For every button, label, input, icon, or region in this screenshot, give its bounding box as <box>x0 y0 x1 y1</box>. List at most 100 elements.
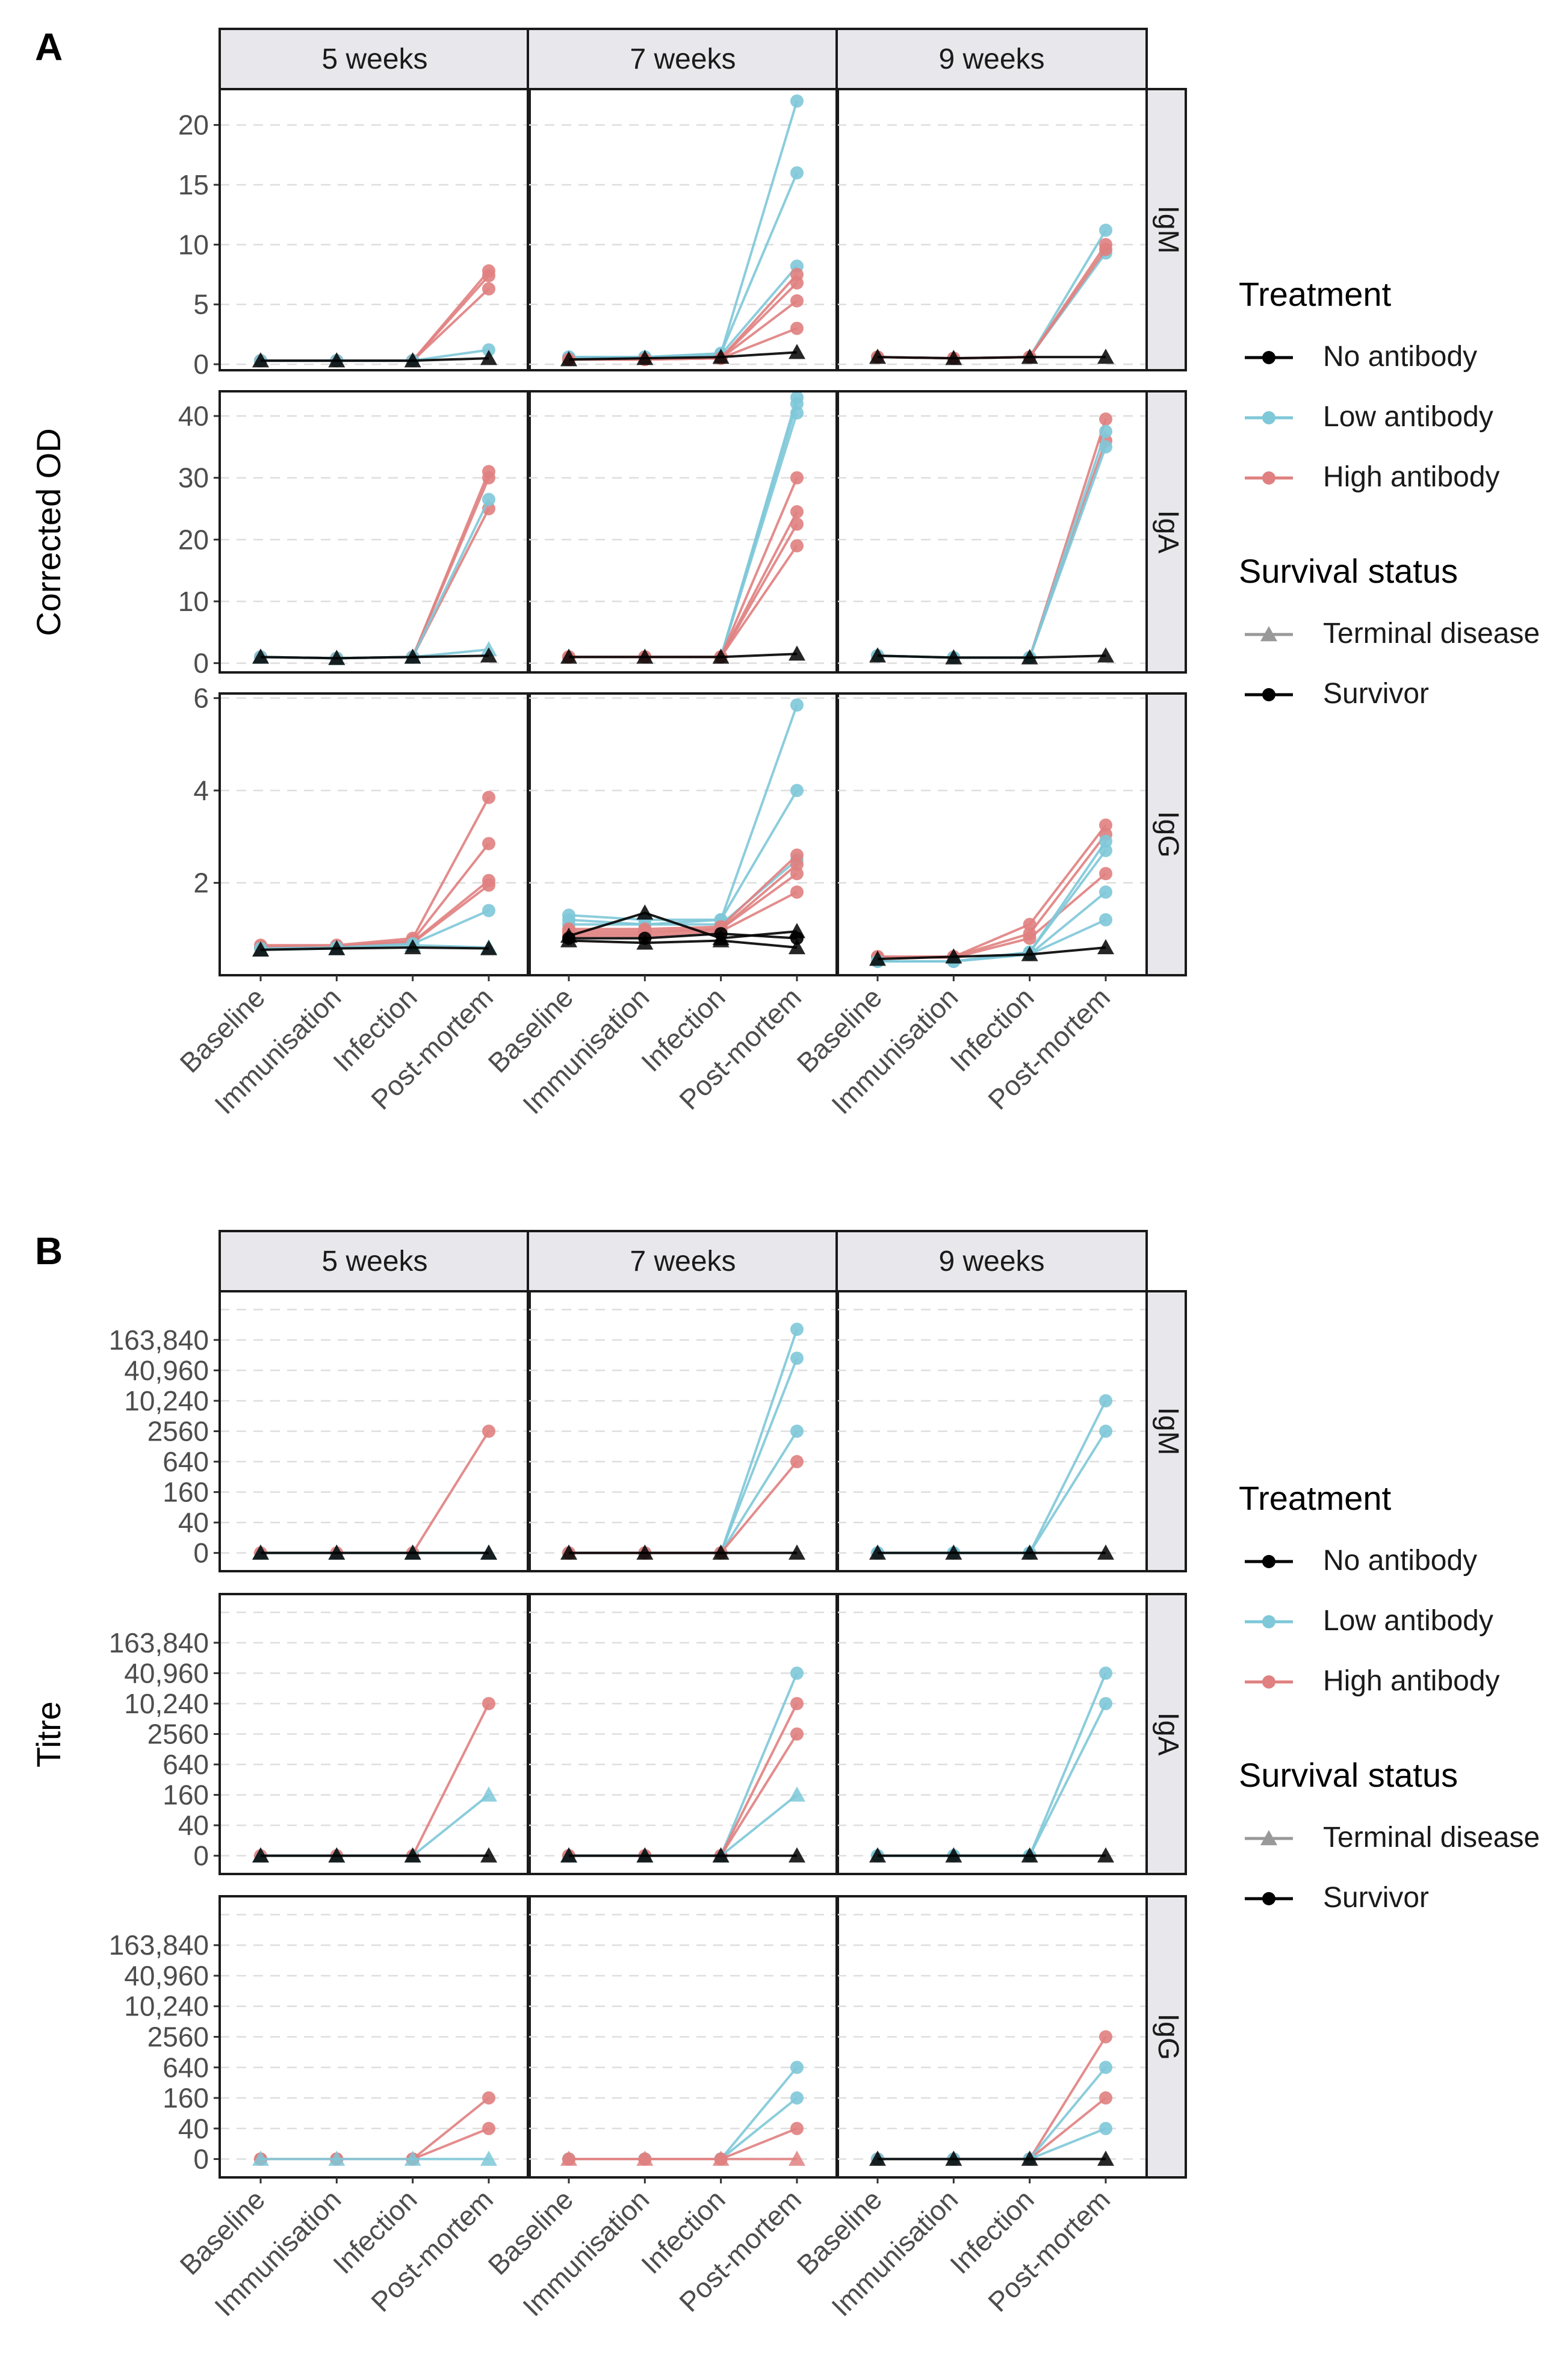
legend-marker-circle <box>1262 1615 1275 1628</box>
data-point-triangle <box>1097 647 1114 663</box>
legend-marker-circle <box>1262 1892 1275 1905</box>
data-point-circle <box>1099 885 1112 899</box>
y-tick-label: 160 <box>163 2082 209 2114</box>
facet-strip-row-label: IgG <box>1152 2014 1184 2060</box>
y-tick-label: 640 <box>163 2052 209 2083</box>
series-line <box>260 508 490 660</box>
data-point-circle <box>790 94 804 108</box>
data-point-triangle <box>636 904 654 920</box>
series-line <box>569 872 798 935</box>
data-point-triangle <box>404 352 421 368</box>
data-point-triangle <box>328 2150 346 2166</box>
facet-plot <box>218 390 531 674</box>
y-axis-title: Titre <box>29 1701 67 1767</box>
data-point-triangle <box>252 941 269 957</box>
data-point-circle <box>1099 243 1112 256</box>
data-point-triangle <box>252 1847 269 1863</box>
facet-strip-row <box>1145 1593 1187 1875</box>
data-point-triangle <box>404 1544 421 1560</box>
legend-label: No antibody <box>1323 1545 1477 1577</box>
legend-label: Survivor <box>1323 678 1429 710</box>
series-line <box>569 2127 798 2161</box>
data-point-circle <box>1099 913 1112 926</box>
series-line <box>569 854 798 931</box>
data-point-circle <box>482 878 495 892</box>
y-tick-label: 10 <box>178 229 209 260</box>
facet-border <box>835 1593 1148 1875</box>
data-point-circle <box>1099 1394 1112 1407</box>
data-point-circle <box>482 1696 495 1710</box>
series-line <box>569 282 798 361</box>
data-point-circle <box>790 784 804 798</box>
data-point-triangle <box>869 2150 886 2166</box>
y-tick-label: 163,840 <box>109 1324 209 1356</box>
data-point-triangle <box>480 1847 497 1863</box>
series-line <box>878 919 1106 963</box>
data-point-triangle <box>1021 349 1038 364</box>
data-point-triangle <box>1097 2150 1114 2166</box>
facet-plot <box>835 88 1148 371</box>
panel-label: B <box>35 1229 63 1273</box>
series-line <box>569 265 798 359</box>
facet-border <box>218 390 531 674</box>
data-point-triangle <box>869 349 886 364</box>
y-tick-label: 0 <box>193 2144 209 2175</box>
series-line <box>569 403 798 659</box>
y-tick-label: 40 <box>178 1507 209 1538</box>
series-line <box>569 477 798 659</box>
series-line <box>261 1703 490 1857</box>
data-point-triangle <box>480 350 497 365</box>
facet-border <box>835 390 1148 674</box>
y-tick-label: 10 <box>178 586 209 617</box>
data-point-triangle <box>404 2150 421 2166</box>
legend-title-survival: Survival status <box>1239 552 1458 590</box>
series-line <box>568 351 798 361</box>
data-point-triangle <box>712 932 730 948</box>
data-point-triangle <box>789 645 805 661</box>
legend-label: No antibody <box>1323 341 1477 373</box>
series-line <box>261 357 489 362</box>
legend-label: Terminal disease <box>1323 618 1540 650</box>
legend-label: Low antibody <box>1323 1605 1493 1637</box>
series-line <box>260 498 490 660</box>
data-point-triangle <box>252 352 269 368</box>
data-point-circle <box>790 517 804 531</box>
data-point-triangle <box>252 2150 269 2166</box>
legend-marker-circle <box>1262 471 1275 485</box>
data-point-circle <box>790 931 804 945</box>
data-point-circle <box>790 848 804 862</box>
data-point-triangle <box>869 647 886 663</box>
data-point-circle <box>790 2061 804 2074</box>
facet-border <box>218 88 531 371</box>
data-point-circle <box>1099 2121 1112 2135</box>
data-point-circle <box>1099 867 1112 881</box>
data-point-triangle <box>560 351 577 367</box>
data-point-triangle <box>636 1544 654 1560</box>
y-tick-label: 0 <box>193 1840 209 1872</box>
facet-plot <box>835 1895 1148 2179</box>
series-line <box>261 270 490 362</box>
data-point-circle <box>482 2121 495 2135</box>
series-line <box>877 252 1107 360</box>
data-point-triangle <box>712 1544 730 1560</box>
data-point-circle <box>790 321 804 335</box>
y-tick-label: 10,240 <box>124 1991 209 2022</box>
data-point-circle <box>1099 1666 1112 1680</box>
data-point-triangle <box>789 344 805 359</box>
data-point-triangle <box>560 1847 577 1863</box>
legend-title-treatment: Treatment <box>1239 1479 1392 1517</box>
legend: Treatment No antibody Low antibody High ant… <box>1239 275 1540 710</box>
data-point-triangle <box>869 951 886 966</box>
facet-plot <box>527 1290 839 1572</box>
data-point-triangle <box>404 648 421 664</box>
series-line <box>260 654 489 660</box>
legend-marker-triangle <box>1260 626 1277 642</box>
y-tick-label: 0 <box>193 349 209 380</box>
legend-marker-circle <box>1262 688 1275 701</box>
series-line <box>877 946 1106 961</box>
data-point-triangle <box>945 649 962 665</box>
data-point-triangle <box>636 934 654 950</box>
data-point-triangle <box>252 648 269 664</box>
data-point-circle <box>1099 834 1112 848</box>
facet-plot <box>835 692 1148 976</box>
